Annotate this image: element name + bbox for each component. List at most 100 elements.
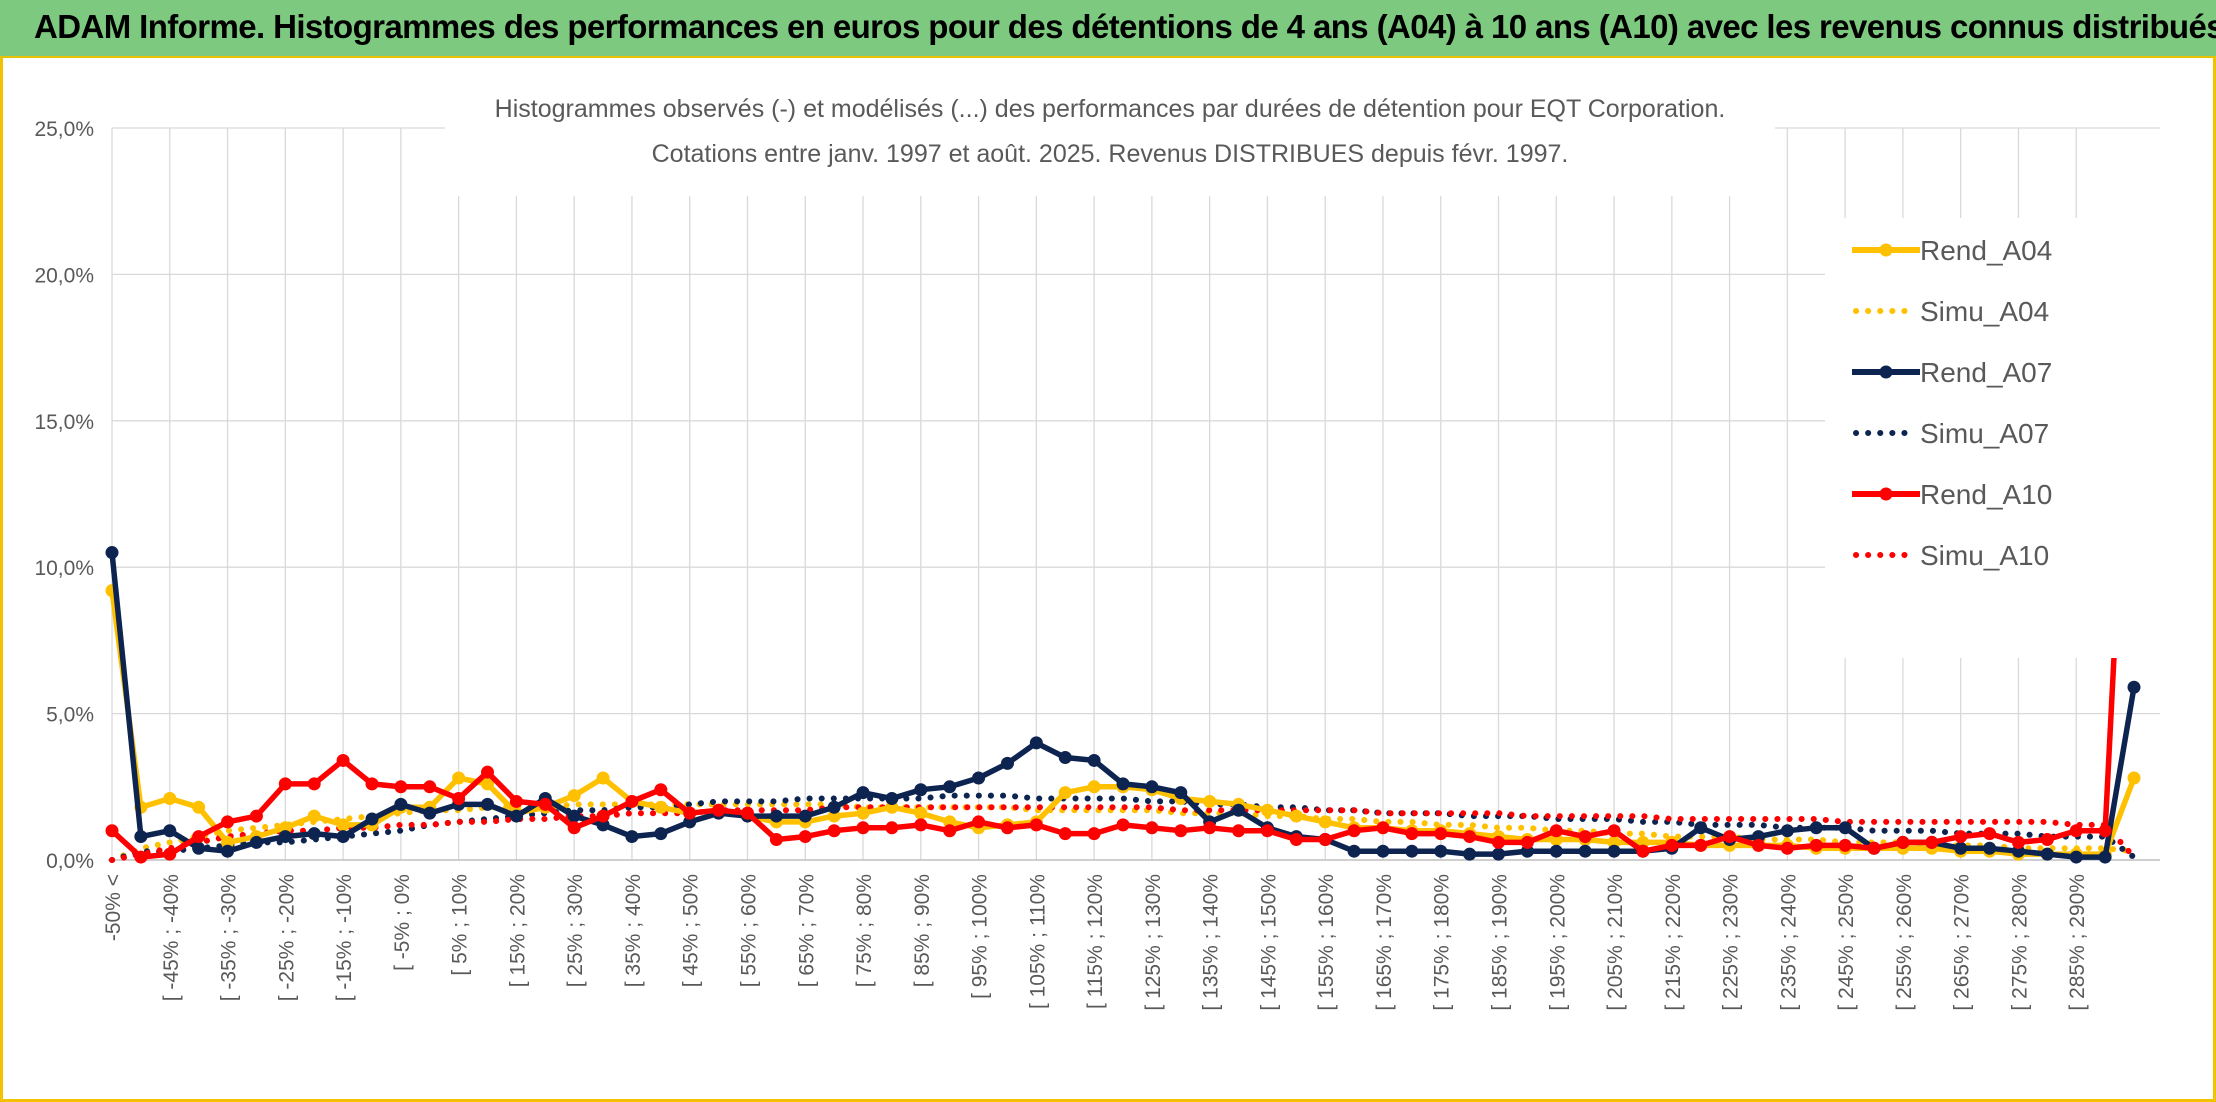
data-point-rend-a04 <box>1289 809 1303 823</box>
x-tick-label: [ 55% ; 60% <box>737 874 760 987</box>
y-tick-label: 25,0% <box>34 118 94 141</box>
legend-marker-rend-a04 <box>1879 243 1893 257</box>
data-point-rend-a10 <box>2040 833 2054 847</box>
data-point-rend-a10 <box>1636 844 1650 858</box>
data-point-rend-a04 <box>192 800 206 814</box>
x-tick-label: [ 245% ; 250% <box>1835 874 1858 1011</box>
data-point-rend-a07 <box>885 792 899 806</box>
data-point-rend-a10 <box>769 833 783 847</box>
x-tick-label: [ 25% ; 30% <box>564 874 587 987</box>
data-point-rend-a07 <box>856 786 870 800</box>
chart-legend: Rend_A04 Simu_A04 Rend_A07 Simu_A07 Rend_A10… <box>1852 235 2052 571</box>
x-tick-label: [ -5% ; 0% <box>391 874 414 971</box>
data-point-rend-a10 <box>1405 827 1419 841</box>
data-point-rend-a10 <box>654 783 668 797</box>
legend-label-simu-a04: Simu_A04 <box>1920 296 2049 327</box>
data-point-rend-a07 <box>1954 841 1968 855</box>
data-point-rend-a04 <box>452 771 466 785</box>
x-tick-label: [ 15% ; 20% <box>506 874 529 987</box>
data-point-rend-a07 <box>798 809 812 823</box>
data-point-rend-a07 <box>1694 821 1708 835</box>
y-tick-label: 10,0% <box>34 557 94 580</box>
data-point-rend-a07 <box>394 797 408 811</box>
data-point-rend-a10 <box>2069 824 2083 838</box>
data-point-rend-a04 <box>163 792 177 806</box>
data-point-rend-a10 <box>1434 827 1448 841</box>
data-point-rend-a07 <box>423 806 437 820</box>
x-tick-label: [ -15% ; -10% <box>333 874 356 1001</box>
data-point-rend-a04 <box>1203 794 1217 808</box>
report-title: ADAM Informe. Histogrammes des performan… <box>34 8 2216 45</box>
x-tick-label: [ 115% ; 120% <box>1084 874 1107 1009</box>
data-point-rend-a10 <box>2098 824 2112 838</box>
x-tick-label: [ 105% ; 110% <box>1026 874 1049 1009</box>
data-point-rend-a07 <box>1463 847 1477 861</box>
data-point-rend-a10 <box>1260 824 1274 838</box>
data-point-rend-a07 <box>1809 821 1823 835</box>
data-point-rend-a07 <box>1058 751 1072 765</box>
legend-background <box>1825 218 2185 658</box>
x-tick-label: [ 5% ; 10% <box>449 874 472 976</box>
data-point-rend-a10 <box>914 818 928 832</box>
data-point-rend-a10 <box>1058 827 1072 841</box>
data-point-rend-a07 <box>2098 850 2112 864</box>
x-tick-label: [ -35% ; -30% <box>218 874 241 1001</box>
data-point-rend-a07 <box>221 844 235 858</box>
data-point-rend-a10 <box>1520 835 1534 849</box>
legend-label-rend-a10: Rend_A10 <box>1920 479 2052 510</box>
data-point-rend-a04 <box>1260 803 1274 817</box>
data-point-rend-a07 <box>769 809 783 823</box>
data-point-rend-a10 <box>856 821 870 835</box>
data-point-rend-a07 <box>943 780 957 794</box>
data-point-rend-a07 <box>1405 844 1419 858</box>
data-point-rend-a07 <box>1578 844 1592 858</box>
data-point-rend-a10 <box>943 824 957 838</box>
y-tick-label: 15,0% <box>34 411 94 434</box>
data-point-rend-a04 <box>596 771 610 785</box>
data-point-rend-a10 <box>567 821 581 835</box>
data-point-rend-a07 <box>509 809 523 823</box>
data-point-rend-a10 <box>423 780 437 794</box>
legend-label-simu-a07: Simu_A07 <box>1920 418 2049 449</box>
data-point-rend-a10 <box>1665 838 1679 852</box>
data-point-rend-a07 <box>1029 736 1043 750</box>
data-point-rend-a10 <box>1318 833 1332 847</box>
data-point-rend-a10 <box>163 847 177 861</box>
data-point-rend-a10 <box>1203 821 1217 835</box>
x-tick-label: [ 225% ; 230% <box>1720 874 1743 1011</box>
y-tick-label: 20,0% <box>34 264 94 287</box>
data-point-rend-a10 <box>712 803 726 817</box>
data-point-rend-a07 <box>827 800 841 814</box>
data-point-rend-a07 <box>2040 847 2054 861</box>
x-tick-label: [ 45% ; 50% <box>680 874 703 987</box>
x-tick-label: [ 135% ; 140% <box>1200 874 1223 1011</box>
data-point-rend-a07 <box>163 824 177 838</box>
data-point-rend-a10 <box>307 777 321 791</box>
data-point-rend-a07 <box>1838 821 1852 835</box>
data-point-rend-a04 <box>1087 780 1101 794</box>
x-tick-label: [ 65% ; 70% <box>795 874 818 987</box>
data-point-rend-a10 <box>1463 830 1477 844</box>
x-tick-label: [ 235% ; 240% <box>1777 874 1800 1011</box>
data-point-rend-a07 <box>1434 844 1448 858</box>
legend-label-rend-a04: Rend_A04 <box>1920 235 2052 266</box>
x-tick-label: [ 255% ; 260% <box>1893 874 1916 1011</box>
data-point-rend-a10 <box>1780 841 1794 855</box>
data-point-rend-a10 <box>1492 835 1506 849</box>
data-point-rend-a04 <box>481 777 495 791</box>
legend-label-rend-a07: Rend_A07 <box>1920 357 2052 388</box>
data-point-rend-a07 <box>567 809 581 823</box>
data-point-rend-a07 <box>307 827 321 841</box>
data-point-rend-a07 <box>654 827 668 841</box>
x-tick-label: [ 285% ; 290% <box>2066 874 2089 1011</box>
data-point-rend-a10 <box>221 815 235 829</box>
data-point-rend-a10 <box>452 792 466 806</box>
data-point-rend-a10 <box>1578 830 1592 844</box>
title-banner: ADAM Informe. Histogrammes des performan… <box>0 0 2216 58</box>
data-point-rend-a04 <box>1318 815 1332 829</box>
data-point-rend-a10 <box>885 821 899 835</box>
chart-series <box>105 259 2141 864</box>
x-tick-label: [ 215% ; 220% <box>1662 874 1685 1011</box>
data-point-rend-a10 <box>1087 827 1101 841</box>
data-point-rend-a10 <box>1549 824 1563 838</box>
